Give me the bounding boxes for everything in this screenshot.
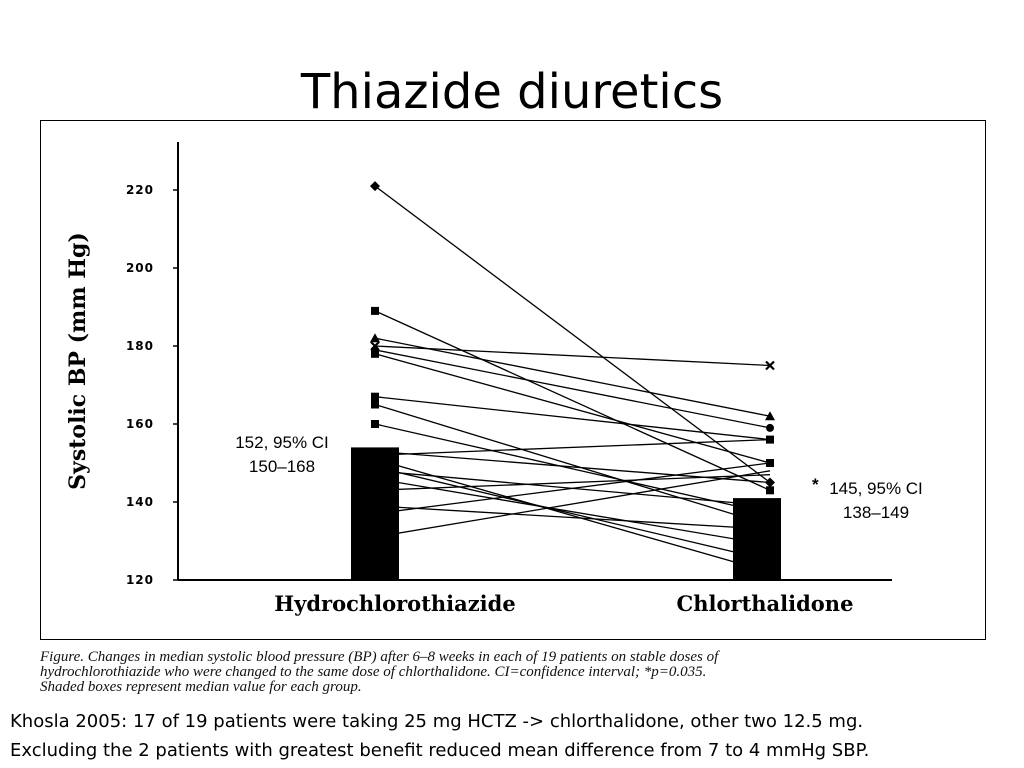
patient-line [374, 310, 771, 491]
footnote-line-2: Excluding the 2 patients with greatest b… [10, 740, 870, 761]
patient-marker [370, 181, 380, 192]
patient-marker [370, 333, 380, 343]
x-category-label: Hydrochlorothiazide [274, 591, 515, 616]
y-tick-label: 120 [126, 573, 154, 587]
slide-title: Thiazide diuretics [300, 64, 724, 120]
patient-marker [371, 420, 379, 428]
bar-label-line-1: 152, 95% CI [235, 433, 329, 452]
chart-labels: Systolic BP (mm Hg) Hydrochlorothiazide Ch… [65, 232, 923, 616]
patient-marker [371, 306, 379, 315]
patient-marker [371, 400, 379, 409]
patient-marker [766, 423, 774, 432]
y-tick-label: 140 [126, 495, 154, 509]
y-tick-label: 220 [126, 183, 154, 197]
patient-line [374, 470, 771, 538]
patient-line [374, 403, 771, 527]
patient-markers [370, 181, 775, 530]
patient-line [374, 337, 771, 417]
y-axis-label: Systolic BP (mm Hg) [65, 232, 91, 490]
patient-line [374, 458, 771, 573]
figure-caption: Figure. Changes in median systolic blood… [40, 650, 960, 695]
patient-line [374, 462, 771, 515]
patient-marker [766, 486, 774, 495]
patient-marker [765, 477, 775, 488]
y-tick-label: 160 [126, 417, 154, 431]
footnote-line-1: Khosla 2005: 17 of 19 patients were taki… [10, 711, 864, 732]
y-tick-label: 180 [126, 339, 154, 353]
patient-lines [374, 185, 771, 573]
patient-line [374, 466, 771, 562]
patient-marker [765, 411, 775, 421]
patient-line [374, 396, 771, 441]
patient-line [374, 505, 771, 530]
caption-line-1: Figure. Changes in median systolic blood… [40, 649, 719, 665]
patient-marker [371, 392, 379, 401]
patient-marker [765, 360, 775, 371]
patient-marker [766, 435, 774, 444]
bar-label-line-1: 145, 95% CI [829, 479, 923, 498]
patient-marker [371, 349, 379, 358]
patient-line [374, 353, 771, 464]
patient-line [374, 474, 771, 491]
patient-line [374, 450, 771, 484]
patient-line [374, 438, 771, 456]
patient-marker [766, 521, 774, 530]
caption-line-3: Shaded boxes represent median value for … [40, 679, 362, 695]
chart: 120 140 160 180 200 220 Systolic BP (mm Hg) Hy… [65, 142, 923, 616]
patient-line [374, 349, 771, 429]
median-bars [351, 447, 781, 580]
figure-frame [40, 120, 986, 640]
bar-label-line-2: 138–149 [843, 503, 909, 522]
caption-line-2: hydrochlorothiazide who were changed to … [40, 664, 707, 680]
patient-marker [766, 459, 774, 467]
patient-marker [766, 509, 774, 518]
patient-line [374, 423, 771, 515]
patient-line [374, 345, 771, 367]
patient-line [374, 477, 771, 546]
x-category-label: Chlorthalidone [677, 591, 854, 616]
significance-marker: * [812, 475, 819, 494]
y-tick-label: 200 [126, 261, 154, 275]
bar-label-line-2: 150–168 [249, 457, 315, 476]
